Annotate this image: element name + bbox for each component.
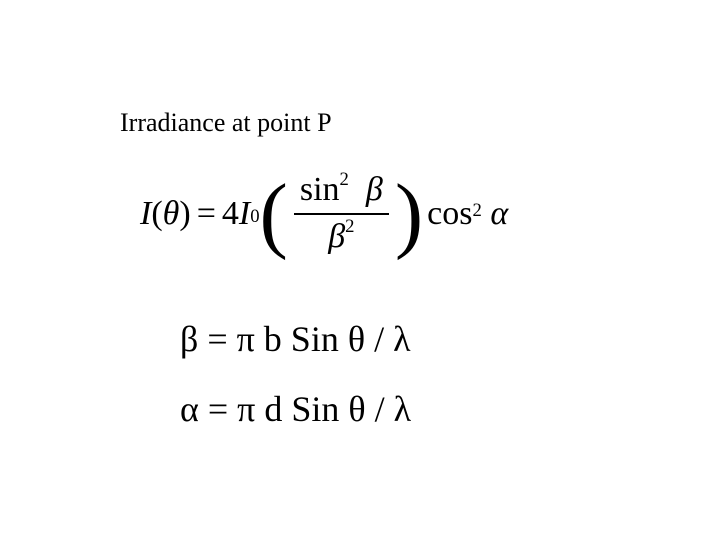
slide-title: Irradiance at point P: [120, 108, 332, 138]
eq-I: I: [140, 195, 151, 233]
eq-coeff: 4: [222, 195, 239, 233]
alpha-lhs: α: [180, 389, 199, 429]
alpha-definition: α = π d Sin θ / λ: [180, 388, 411, 430]
eq-sin: sin: [300, 171, 340, 208]
eq-cos-sup: 2: [472, 200, 481, 222]
right-paren-icon: ): [395, 180, 423, 248]
slide: Irradiance at point P I(θ) = 4I0 ( sin2 …: [0, 0, 720, 540]
beta-rhs: = π b Sin θ / λ: [198, 319, 410, 359]
fraction-line: [294, 213, 389, 215]
eq-alpha: α: [490, 195, 508, 233]
eq-beta-den: β: [328, 218, 345, 255]
eq-beta-sup: 2: [345, 216, 354, 237]
fraction: sin2 β β2: [294, 170, 389, 258]
eq-beta-num: β: [366, 171, 383, 208]
eq-sin-sup: 2: [340, 169, 349, 190]
alpha-rhs: = π d Sin θ / λ: [199, 389, 411, 429]
eq-theta: θ: [163, 195, 180, 233]
left-paren-icon: (: [260, 180, 288, 248]
beta-lhs: β: [180, 319, 198, 359]
eq-I0: I: [239, 195, 250, 233]
main-equation: I(θ) = 4I0 ( sin2 β β2 ) cos2 α: [140, 170, 508, 258]
eq-I0-sub: 0: [250, 206, 259, 228]
eq-cos: cos: [427, 195, 472, 233]
beta-definition: β = π b Sin θ / λ: [180, 318, 411, 360]
